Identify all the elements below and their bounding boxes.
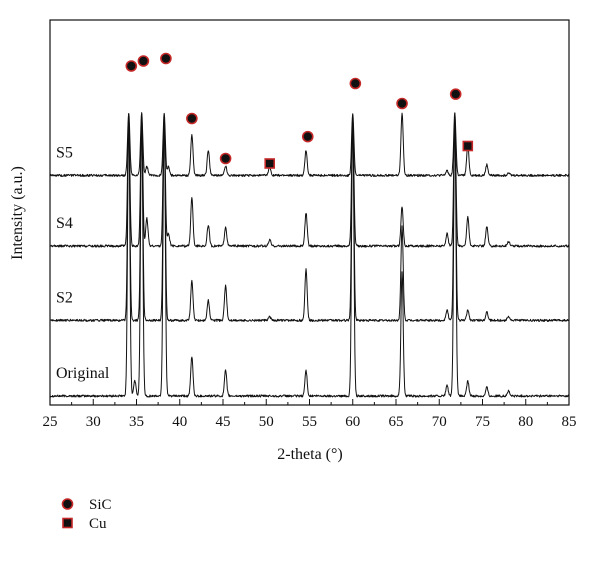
legend: SiC Cu (61, 497, 112, 532)
sic-marker (160, 52, 172, 65)
series-labels: Original S2 S4 S5 (56, 144, 110, 382)
sic-marker (396, 97, 408, 110)
x-tick-label: 65 (389, 414, 404, 430)
legend-label-sic: SiC (89, 497, 112, 513)
x-tick-label: 60 (345, 414, 360, 430)
series-label-s2: S2 (56, 289, 73, 306)
sic-marker (219, 152, 232, 165)
sic-marker (301, 130, 314, 143)
trace-original (50, 113, 569, 398)
trace-s4 (50, 113, 569, 248)
series-label-original: Original (56, 365, 110, 382)
x-tick-label: 45 (216, 414, 231, 430)
trace-s2 (50, 112, 569, 322)
x-tick-label: 25 (43, 414, 58, 430)
series-label-s5: S5 (56, 144, 73, 161)
phase-markers-group (125, 52, 474, 169)
sic-marker (186, 112, 198, 125)
x-tick-label: 85 (562, 414, 577, 430)
x-tick-label: 70 (432, 414, 447, 430)
x-tick-label: 75 (475, 414, 490, 430)
sic-marker (137, 55, 150, 67)
x-tick-label: 50 (259, 414, 274, 430)
x-axis: 25 30 35 40 45 50 55 60 65 70 75 80 85 (43, 399, 577, 430)
sic-marker (349, 77, 362, 90)
x-tick-label: 40 (172, 414, 187, 430)
legend-label-cu: Cu (89, 516, 107, 532)
x-tick-label: 30 (86, 414, 101, 430)
legend-marker-cu (62, 517, 73, 529)
y-axis-label: Intensity (a.u.) (9, 166, 26, 260)
legend-marker-sic (61, 498, 74, 510)
x-tick-label: 35 (129, 414, 144, 430)
x-tick-label: 55 (302, 414, 317, 430)
trace-s5 (50, 112, 569, 177)
sic-marker (125, 60, 138, 72)
spectra-group (50, 112, 569, 398)
sic-marker (449, 88, 462, 100)
x-axis-label: 2-theta (°) (277, 446, 342, 463)
cu-marker (264, 158, 276, 169)
x-tick-label: 80 (518, 414, 533, 430)
cu-marker (462, 140, 474, 152)
series-label-s4: S4 (56, 215, 73, 232)
